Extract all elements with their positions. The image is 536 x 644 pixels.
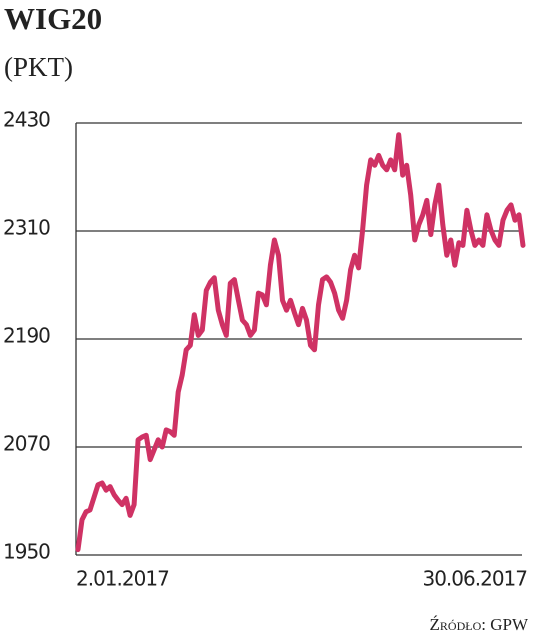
y-tick-label: 2190 xyxy=(3,324,50,348)
x-tick-label: 2.01.2017 xyxy=(76,567,169,591)
source: Źródło: GPW xyxy=(430,615,529,634)
y-tick-label: 1950 xyxy=(3,540,50,564)
y-tick-label: 2070 xyxy=(3,432,50,456)
x-tick-label: 30.06.2017 xyxy=(422,567,527,591)
y-tick-label: 2430 xyxy=(3,108,50,132)
data-line xyxy=(75,132,526,553)
y-tick-label: 2310 xyxy=(3,216,50,240)
chart-title: WIG20 xyxy=(4,1,102,36)
chart-subtitle: (PKT) xyxy=(4,52,73,82)
